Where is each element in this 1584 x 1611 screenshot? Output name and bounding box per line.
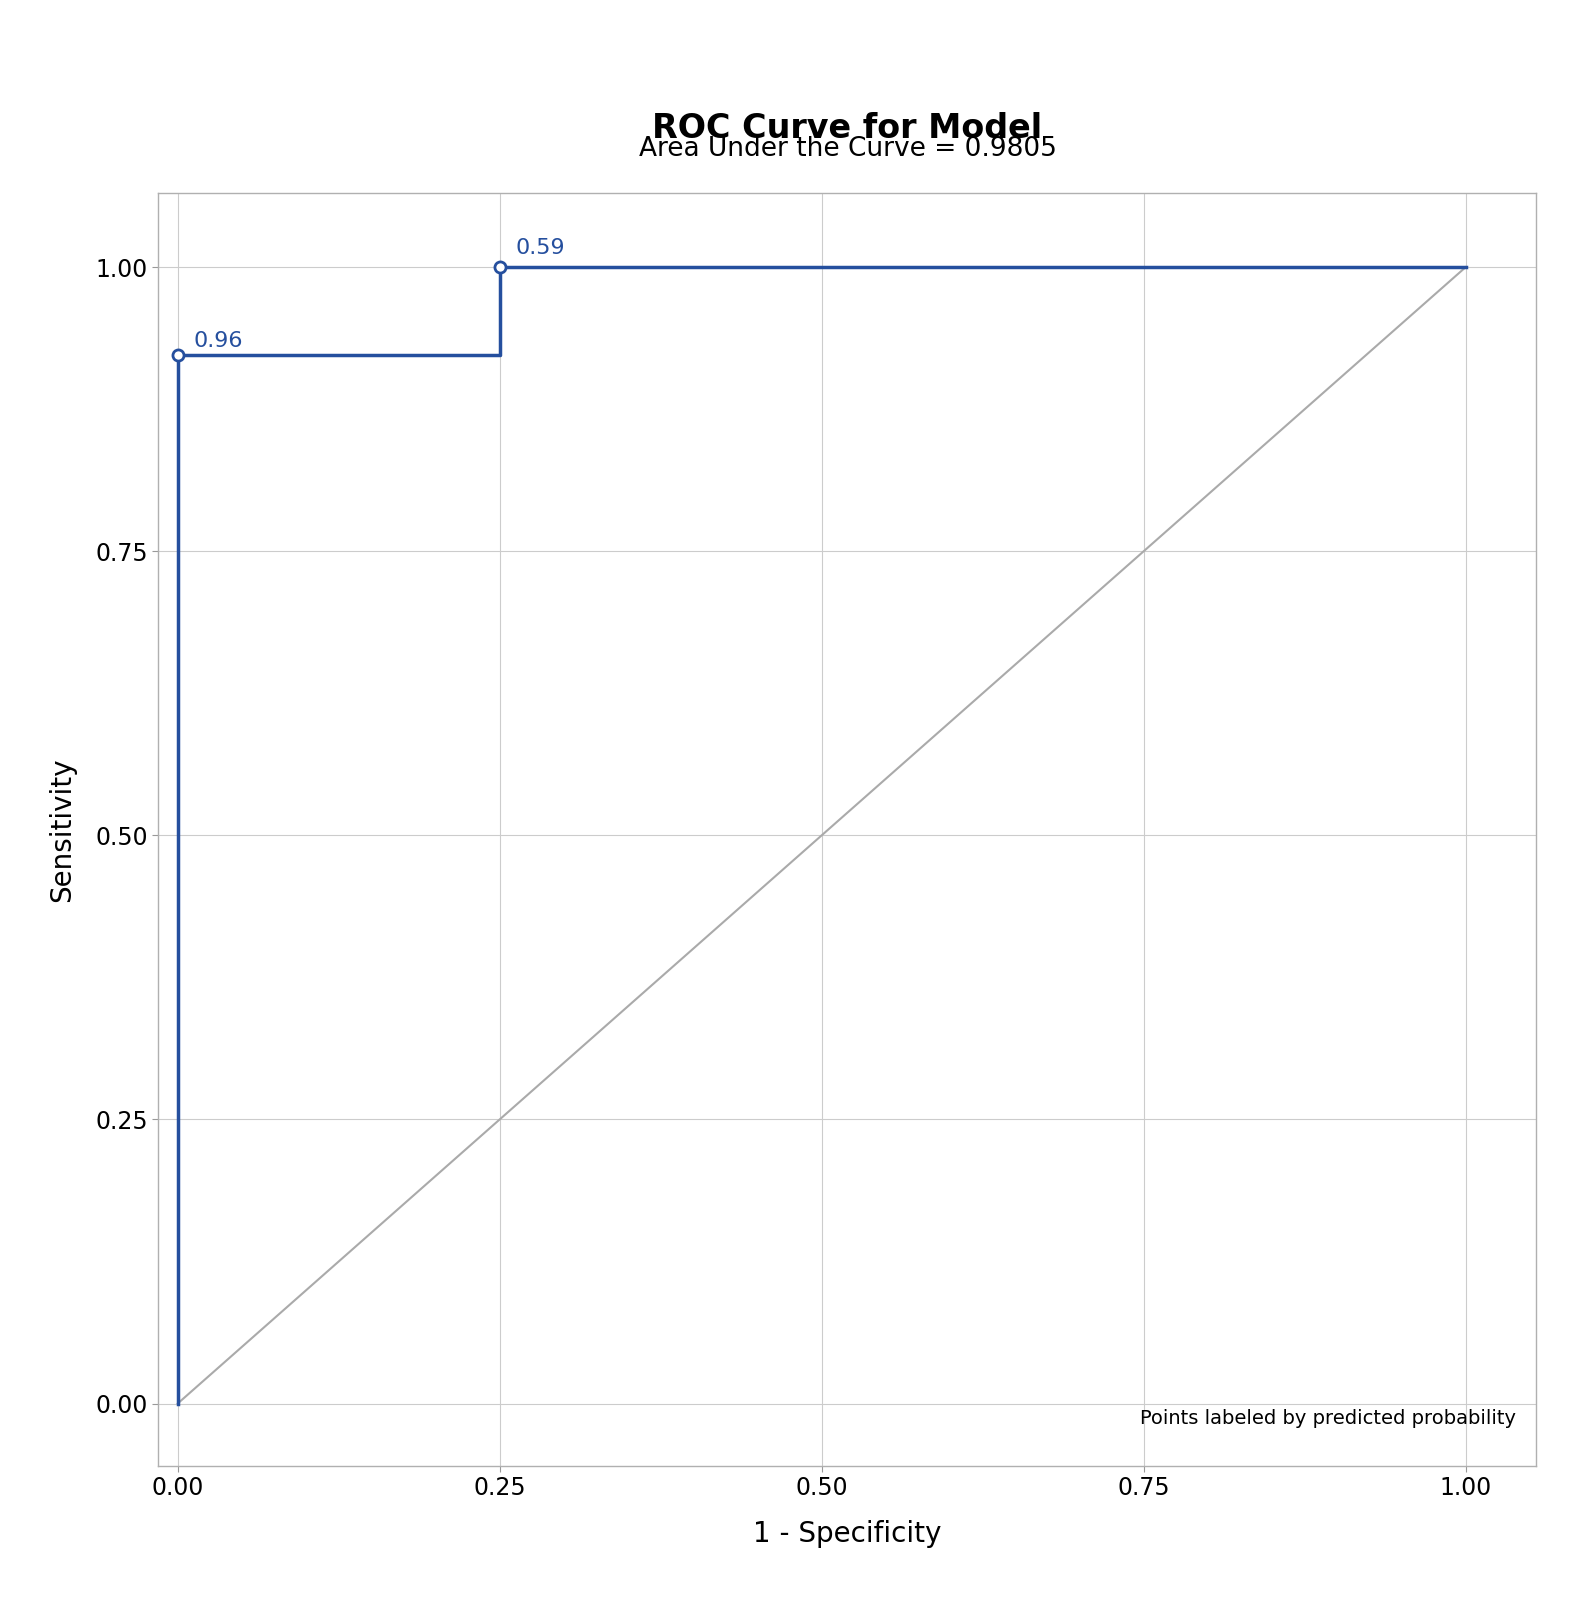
Text: 0.59: 0.59 (515, 238, 565, 258)
Text: Area Under the Curve = 0.9805: Area Under the Curve = 0.9805 (638, 135, 1057, 161)
Title: ROC Curve for Model: ROC Curve for Model (653, 111, 1042, 145)
Y-axis label: Sensitivity: Sensitivity (48, 757, 76, 902)
X-axis label: 1 - Specificity: 1 - Specificity (754, 1519, 941, 1548)
Text: 0.96: 0.96 (193, 332, 242, 351)
Text: Points labeled by predicted probability: Points labeled by predicted probability (1140, 1410, 1516, 1427)
